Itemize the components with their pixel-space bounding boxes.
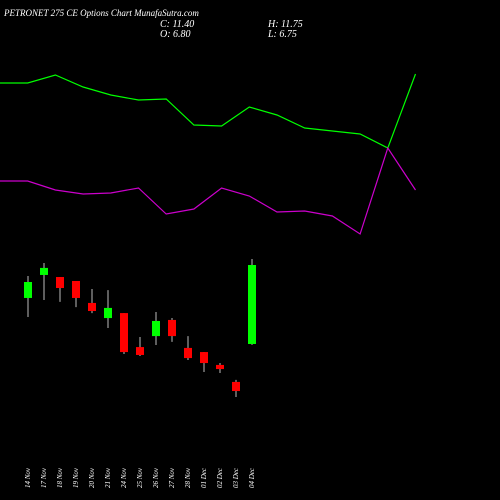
x-tick-label: 17 Nov — [40, 467, 48, 488]
x-tick-label: 20 Nov — [88, 467, 96, 488]
x-tick-label: 04 Dec — [248, 467, 256, 488]
low-label: L: 6.75 — [267, 29, 297, 40]
candle-body — [40, 267, 48, 275]
x-tick-label: 28 Nov — [184, 467, 192, 488]
indicator-line — [0, 146, 417, 235]
x-tick-label: 03 Dec — [232, 467, 240, 488]
candle-body — [72, 280, 80, 298]
candle-body — [120, 313, 128, 353]
open-label: O: 6.80 — [160, 29, 191, 40]
x-tick-label: 25 Nov — [136, 467, 144, 488]
indicator-line — [0, 73, 417, 149]
candle-body — [184, 347, 192, 359]
x-tick-label: 02 Dec — [216, 467, 224, 488]
x-tick-label: 27 Nov — [168, 467, 176, 488]
x-tick-label: 01 Dec — [200, 467, 208, 488]
candle-body — [56, 277, 64, 289]
candle-body — [168, 319, 176, 337]
x-tick-label: 26 Nov — [152, 467, 160, 488]
x-tick-label: 14 Nov — [24, 467, 32, 488]
x-tick-label: 24 Nov — [120, 467, 128, 488]
candle-body — [104, 307, 112, 319]
chart-title: PETRONET 275 CE Options Chart MunafaSutr… — [3, 8, 199, 18]
candle-body — [216, 364, 224, 370]
candle-body — [152, 320, 160, 337]
high-label: H: 11.75 — [267, 19, 303, 30]
candle-body — [232, 381, 240, 392]
candle-body — [136, 347, 144, 355]
close-label: C: 11.40 — [160, 19, 194, 30]
x-tick-label: 18 Nov — [56, 467, 64, 488]
candle-body — [88, 302, 96, 312]
candle-body — [24, 281, 32, 298]
candle-body — [248, 265, 256, 344]
candle-body — [200, 352, 208, 364]
x-tick-label: 21 Nov — [104, 467, 112, 488]
x-tick-label: 19 Nov — [72, 467, 80, 488]
